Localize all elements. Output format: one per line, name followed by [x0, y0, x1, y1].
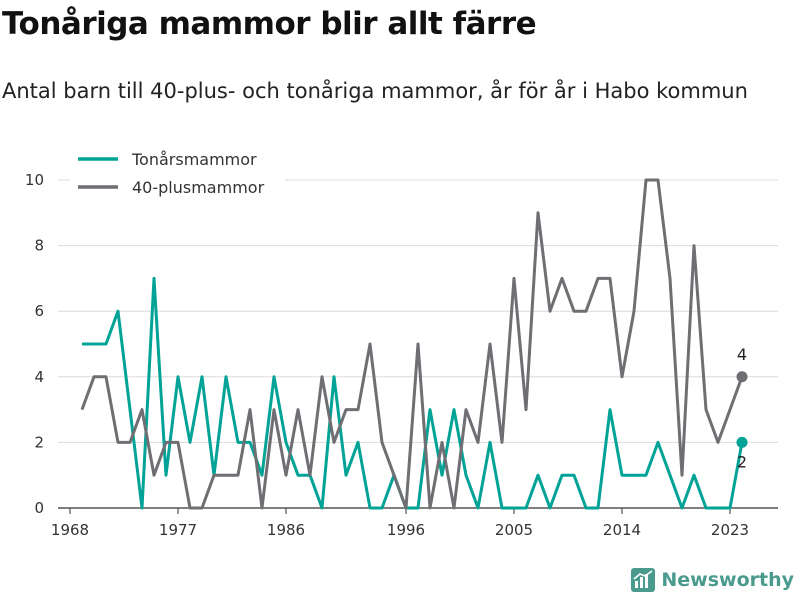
newsworthy-logo-icon: [631, 568, 656, 592]
series-endpoint-1: [736, 371, 748, 383]
series-layer: 24: [80, 178, 748, 510]
x-tick-label: 2014: [603, 521, 641, 539]
x-tick-label: 1996: [387, 521, 425, 539]
chart-title: Tonåriga mammor blir allt färre: [2, 6, 537, 42]
y-tick-label: 10: [25, 171, 44, 189]
series-line-0: [82, 276, 744, 510]
y-tick-label: 4: [34, 368, 44, 386]
x-axis: 1968 1977 1986 1996 2005 2014 2023: [51, 507, 778, 539]
x-tick-label: 1977: [159, 521, 197, 539]
y-axis: 0 2 4 6 8 10: [25, 171, 44, 517]
legend: Tonårsmammor 40-plusmammor: [70, 145, 285, 207]
chart-subtitle: Antal barn till 40-plus- och tonåriga ma…: [2, 79, 748, 103]
legend-background: [70, 145, 285, 207]
x-tick-label: 1986: [267, 521, 305, 539]
x-tick-label: 2005: [495, 521, 533, 539]
y-tick-label: 0: [34, 499, 44, 517]
x-tick-label: 1968: [51, 521, 89, 539]
series-endpoint-0: [736, 436, 748, 448]
grid-lines: [58, 179, 778, 443]
series-line-1: [80, 178, 744, 510]
end-value-label: 2: [737, 452, 747, 471]
x-tick-label: 2023: [711, 521, 749, 539]
y-tick-label: 2: [34, 433, 44, 451]
y-tick-label: 8: [34, 237, 44, 255]
brand-name: Newsworthy: [661, 569, 794, 591]
legend-label: Tonårsmammor: [131, 150, 257, 169]
end-value-label: 4: [737, 345, 747, 364]
y-tick-label: 6: [34, 302, 44, 320]
legend-label: 40-plusmammor: [132, 178, 265, 197]
brand-logo: Newsworthy: [631, 568, 794, 592]
